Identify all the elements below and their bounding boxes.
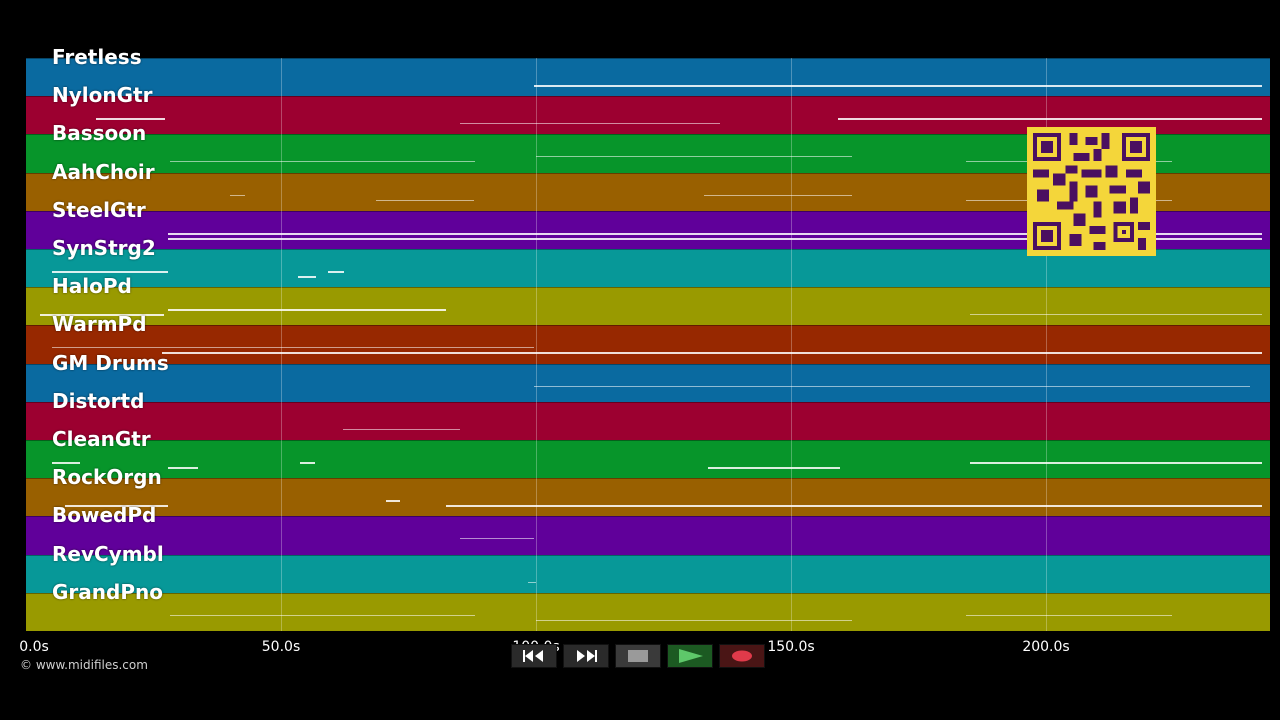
note-segment	[230, 194, 245, 196]
track-label: RockOrgn	[52, 465, 162, 490]
rewind-button[interactable]	[511, 644, 557, 668]
track-label: SteelGtr	[52, 197, 146, 222]
track-label: SynStrg2	[52, 236, 156, 260]
note-segment	[40, 314, 164, 317]
track-label: WarmPd	[52, 312, 147, 337]
time-tick-label: 150.0s	[767, 639, 815, 655]
note-segment	[168, 309, 446, 312]
note-segment	[168, 232, 1262, 235]
note-segment	[528, 581, 536, 583]
time-tick-label: 200.0s	[1022, 639, 1070, 655]
track-lane	[26, 478, 1270, 517]
note-segment	[838, 118, 1262, 121]
note-segment	[162, 352, 1262, 355]
track-lane	[26, 554, 1270, 594]
track-label: HaloPd	[52, 274, 132, 299]
note-segment	[168, 467, 198, 469]
track-label: AahChoir	[52, 159, 155, 184]
note-segment	[376, 199, 474, 201]
track-lane	[26, 58, 1270, 97]
note-segment	[300, 462, 315, 464]
rewind-icon	[523, 650, 543, 662]
note-segment	[52, 462, 80, 464]
stop-button[interactable]	[615, 644, 661, 668]
track-lane	[26, 592, 1270, 632]
track-label: RevCymbl	[52, 541, 164, 566]
grid-line	[536, 58, 537, 631]
track-lane	[26, 287, 1270, 326]
track-label: CleanGtr	[52, 427, 151, 451]
record-icon	[732, 650, 752, 662]
track-lane	[26, 440, 1270, 479]
note-segment	[298, 276, 316, 278]
record-button[interactable]	[719, 644, 765, 668]
note-segment	[970, 462, 1262, 464]
fast-forward-button[interactable]	[563, 644, 609, 668]
track-label: Distortd	[52, 388, 145, 413]
track-lane	[26, 363, 1270, 403]
note-segment	[96, 118, 165, 121]
note-segment	[170, 161, 475, 163]
track-label: Bassoon	[52, 121, 147, 146]
note-segment	[170, 614, 475, 616]
track-label: GrandPno	[52, 579, 163, 604]
qr-code-icon	[1027, 127, 1156, 256]
note-segment	[536, 619, 852, 621]
note-segment	[446, 505, 1262, 508]
note-segment	[704, 194, 852, 196]
note-segment	[168, 237, 1262, 240]
note-segment	[52, 347, 534, 349]
note-segment	[52, 271, 168, 273]
track-lane	[26, 516, 1270, 556]
track-label: GM Drums	[52, 350, 169, 375]
play-button[interactable]	[667, 644, 713, 668]
time-tick-label: 0.0s	[19, 639, 49, 655]
playback-controls	[511, 644, 765, 668]
stop-icon	[628, 650, 648, 662]
note-segment	[534, 85, 1262, 87]
note-segment	[536, 156, 852, 158]
note-segment	[65, 505, 168, 508]
track-label: Fretless	[52, 45, 142, 69]
track-lane	[26, 325, 1270, 365]
note-segment	[966, 614, 1172, 616]
note-segment	[386, 500, 400, 503]
note-segment	[343, 428, 460, 430]
track-label: BowedPd	[52, 503, 157, 528]
copyright-text: © www.midifiles.com	[20, 658, 148, 672]
note-segment	[460, 123, 720, 125]
grid-line	[791, 58, 792, 631]
grid-line	[281, 58, 282, 631]
note-segment	[460, 538, 534, 540]
note-segment	[970, 314, 1262, 316]
grid-line	[1046, 58, 1047, 631]
track-lane	[26, 401, 1270, 441]
note-segment	[708, 467, 840, 469]
play-icon	[679, 649, 703, 663]
time-tick-label: 50.0s	[261, 639, 301, 655]
track-label: NylonGtr	[52, 83, 153, 108]
note-segment	[534, 385, 1250, 387]
fast-forward-icon	[577, 650, 597, 662]
note-segment	[328, 271, 344, 273]
